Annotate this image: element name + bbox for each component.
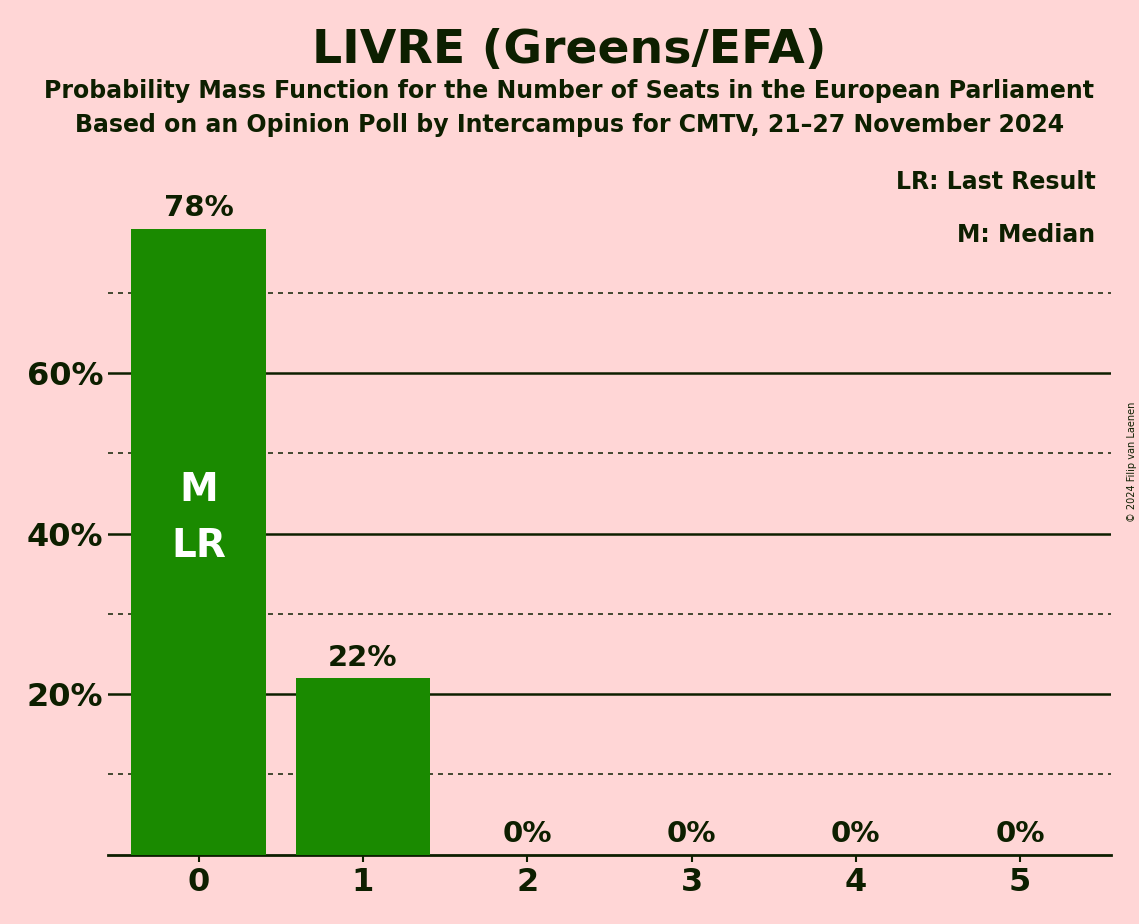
Text: 22%: 22% [328,644,398,672]
Text: LR: LR [171,527,226,565]
Text: Probability Mass Function for the Number of Seats in the European Parliament: Probability Mass Function for the Number… [44,79,1095,103]
Text: 0%: 0% [831,821,880,848]
Text: LIVRE (Greens/EFA): LIVRE (Greens/EFA) [312,28,827,73]
Bar [131,229,265,855]
Text: © 2024 Filip van Laenen: © 2024 Filip van Laenen [1126,402,1137,522]
Text: 0%: 0% [666,821,716,848]
Text: M: Median: M: Median [958,223,1096,247]
Bar [295,678,431,855]
Text: M: M [179,470,218,508]
Text: LR: Last Result: LR: Last Result [895,170,1096,194]
Text: 78%: 78% [164,194,233,223]
Text: 0%: 0% [995,821,1044,848]
Text: 0%: 0% [502,821,552,848]
Text: Based on an Opinion Poll by Intercampus for CMTV, 21–27 November 2024: Based on an Opinion Poll by Intercampus … [75,113,1064,137]
